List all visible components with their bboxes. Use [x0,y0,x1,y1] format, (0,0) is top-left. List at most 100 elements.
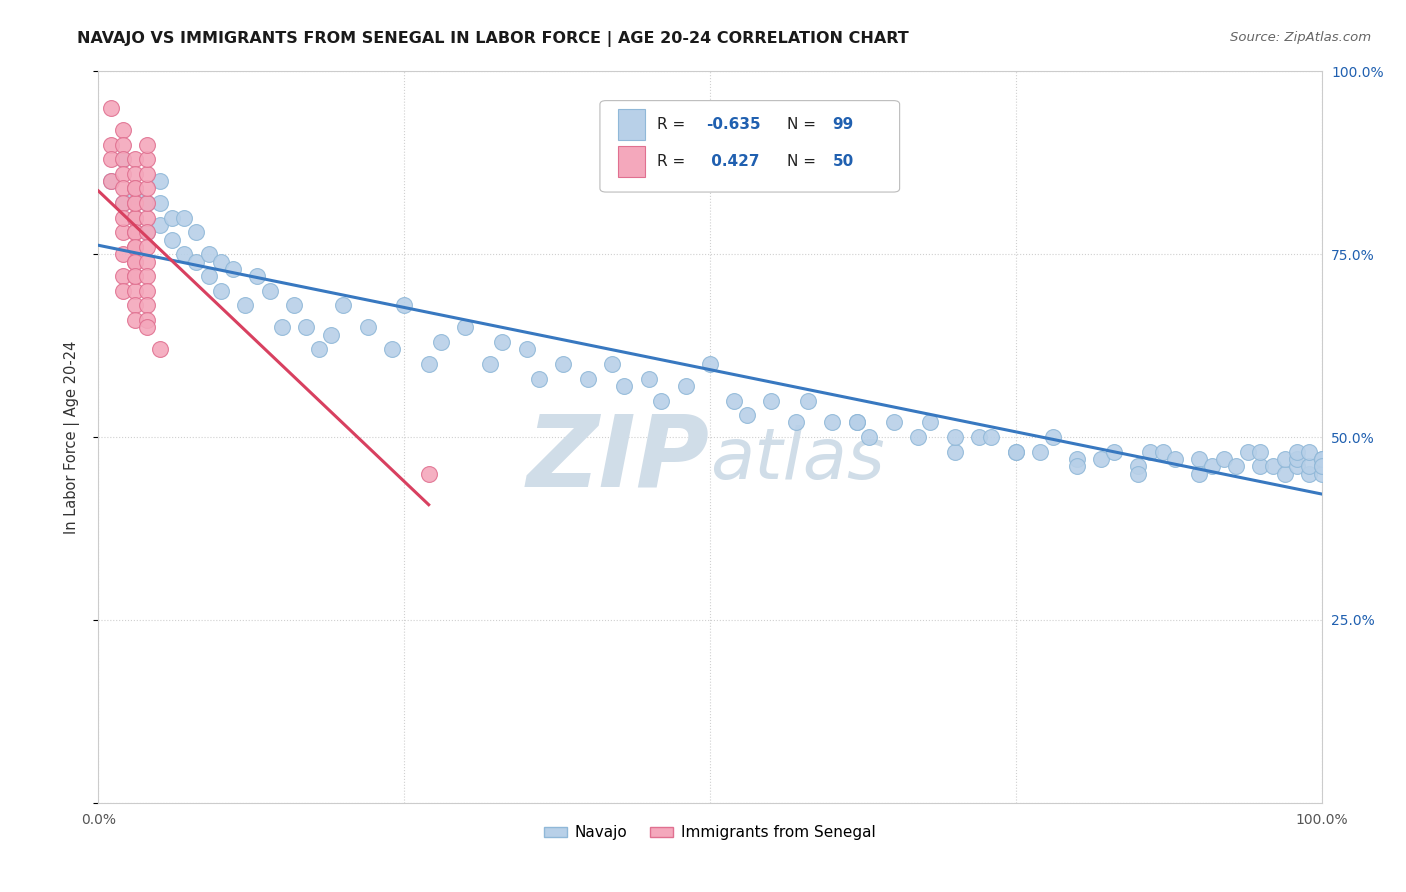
Point [1128,467,1150,481]
Point [1004,444,1026,458]
Point [124,152,146,166]
Point [650,393,672,408]
Text: 99: 99 [832,117,853,132]
Text: Source: ZipAtlas.com: Source: ZipAtlas.com [1230,31,1371,45]
Point [1261,459,1284,474]
Point [943,444,966,458]
Point [136,211,159,225]
Point [124,240,146,254]
Point [600,357,623,371]
Point [197,247,219,261]
Point [136,269,159,284]
Point [515,343,537,357]
Point [111,196,134,211]
Point [209,254,232,268]
Point [111,284,134,298]
Point [883,416,905,430]
Point [675,379,697,393]
Point [491,334,513,349]
Text: ZIP: ZIP [527,410,710,508]
Point [1212,452,1234,467]
Point [186,254,208,268]
Point [576,371,599,385]
Point [418,357,440,371]
Point [1004,444,1026,458]
Point [1066,459,1088,474]
Point [1188,467,1211,481]
Point [136,320,159,334]
Point [124,313,146,327]
Point [136,152,159,166]
Point [124,211,146,225]
Point [124,225,146,239]
Point [100,137,122,152]
Point [100,174,122,188]
Point [381,343,404,357]
Point [149,174,172,188]
Point [1139,444,1161,458]
Point [527,371,550,385]
Point [124,181,146,195]
Point [821,416,844,430]
Point [735,408,758,422]
Point [124,254,146,268]
Point [124,188,146,202]
Point [136,313,159,327]
Point [124,284,146,298]
Point [553,357,575,371]
Point [160,233,183,247]
Point [920,416,942,430]
Point [1310,452,1333,467]
Text: 50: 50 [832,153,853,169]
Point [136,240,159,254]
Point [270,320,294,334]
Point [124,211,146,225]
Point [136,167,159,181]
Point [111,247,134,261]
Point [1164,452,1187,467]
Point [699,357,721,371]
Point [111,196,134,211]
Point [418,467,440,481]
Point [1237,444,1260,458]
Point [136,181,159,195]
Point [845,416,868,430]
Point [761,393,783,408]
Point [136,284,159,298]
Point [319,327,342,342]
Point [478,357,501,371]
Point [186,225,208,239]
Point [111,167,134,181]
Point [1310,459,1333,474]
Point [124,269,146,284]
Point [785,416,807,430]
Text: -0.635: -0.635 [706,117,761,132]
Text: R =: R = [658,153,690,169]
FancyBboxPatch shape [619,110,645,140]
Point [454,320,477,334]
Text: N =: N = [787,153,821,169]
Point [1298,467,1320,481]
Point [173,211,195,225]
Point [332,298,354,312]
Point [637,371,661,385]
Point [907,430,929,444]
Point [111,225,134,239]
Point [233,298,256,312]
Point [1298,459,1320,474]
Point [111,123,134,137]
Point [1102,444,1125,458]
Point [259,284,281,298]
Point [1310,452,1333,467]
Point [149,218,172,232]
Point [100,174,122,188]
Point [845,416,868,430]
Point [209,284,232,298]
Point [136,254,159,268]
Point [295,320,318,334]
Point [124,240,146,254]
Point [1286,452,1309,467]
Point [149,196,172,211]
Point [1274,452,1296,467]
Point [136,225,159,239]
